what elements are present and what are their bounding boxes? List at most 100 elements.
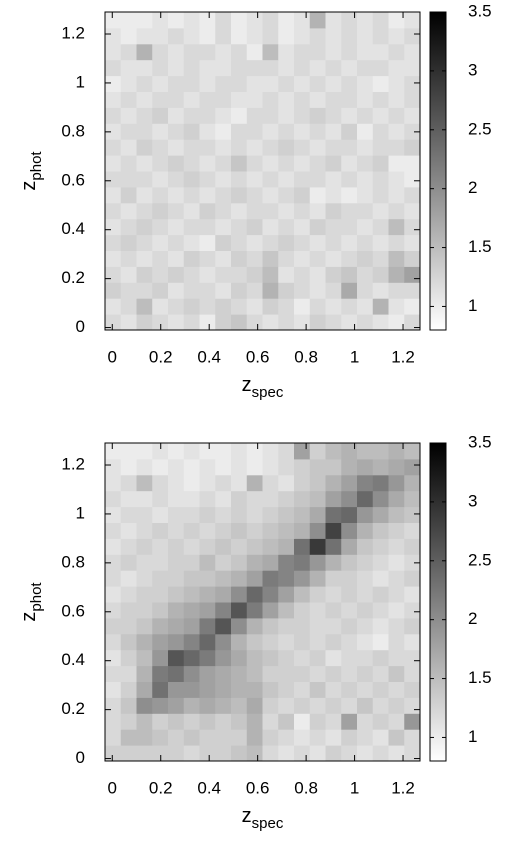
- heatmap-cell: [278, 186, 295, 204]
- heatmap-cell: [246, 266, 263, 283]
- heatmap-cell: [388, 91, 405, 108]
- heatmap-cell: [309, 218, 326, 236]
- heatmap-cell: [388, 155, 405, 172]
- heatmap-cell: [294, 443, 311, 460]
- heatmap-cell: [262, 123, 279, 140]
- heatmap-cell: [357, 522, 374, 539]
- heatmap-cell: [231, 75, 248, 92]
- heatmap-cell: [325, 282, 342, 299]
- heatmap-cell: [215, 586, 232, 603]
- heatmap-cell: [120, 107, 137, 124]
- heatmap-cell: [262, 697, 279, 714]
- y-axis-label-main: z: [18, 181, 40, 191]
- heatmap-cell: [278, 602, 295, 619]
- heatmap-cell: [168, 250, 185, 267]
- heatmap-cell: [215, 171, 232, 188]
- heatmap-cell: [183, 602, 200, 619]
- heatmap-cell: [388, 649, 405, 667]
- heatmap-cell: [136, 234, 153, 251]
- heatmap-cell: [341, 186, 358, 204]
- heatmap-cell: [168, 75, 185, 92]
- colorbar-tick-label: 2.5: [468, 119, 492, 138]
- heatmap-cell: [278, 617, 295, 635]
- heatmap-cell: [215, 139, 232, 156]
- heatmap-cell: [105, 538, 122, 555]
- heatmap-cell: [215, 649, 232, 667]
- heatmap-cell: [325, 522, 342, 539]
- heatmap-cell: [262, 538, 279, 555]
- heatmap-cell: [341, 12, 358, 29]
- heatmap-cell: [262, 186, 279, 204]
- heatmap-cell: [357, 474, 374, 492]
- heatmap-cell: [199, 554, 216, 571]
- heatmap-cell: [136, 633, 153, 651]
- heatmap-cell: [199, 123, 216, 140]
- heatmap-cell: [152, 107, 169, 124]
- heatmap-cell: [231, 250, 248, 267]
- heatmap-cell: [325, 139, 342, 156]
- y-tick-label: 0.6: [61, 170, 85, 189]
- heatmap-cell: [120, 12, 137, 29]
- heatmap-cell: [215, 458, 232, 476]
- heatmap-cell: [372, 570, 389, 587]
- heatmap-cell: [278, 681, 295, 698]
- heatmap-cell: [388, 171, 405, 188]
- heatmap-cell: [199, 75, 216, 92]
- heatmap-cell: [278, 745, 295, 762]
- heatmap-cell: [199, 314, 216, 331]
- heatmap-cell: [341, 697, 358, 714]
- heatmap-cell: [168, 745, 185, 762]
- colorbar-tick-label: 1: [468, 727, 477, 746]
- heatmap-cell: [372, 250, 389, 267]
- heatmap-cell: [231, 665, 248, 682]
- x-tick-label: 1: [350, 778, 359, 797]
- heatmap-cell: [105, 266, 122, 283]
- heatmap-cell: [388, 681, 405, 698]
- heatmap-cell: [357, 729, 374, 746]
- heatmap-cell: [183, 729, 200, 746]
- heatmap-cell: [120, 586, 137, 603]
- heatmap-cell: [183, 75, 200, 92]
- heatmap-cell: [404, 12, 421, 29]
- heatmap-cell: [357, 202, 374, 220]
- heatmap-cell: [388, 617, 405, 635]
- heatmap-cell: [278, 155, 295, 172]
- heatmap-cell: [183, 443, 200, 460]
- heatmap-cell: [168, 490, 185, 508]
- heatmap-cell: [404, 649, 421, 667]
- heatmap-cell: [246, 538, 263, 555]
- heatmap-cell: [105, 234, 122, 251]
- x-tick-label: 0.2: [149, 778, 173, 797]
- heatmap-cell: [120, 458, 137, 476]
- heatmap-cell: [199, 602, 216, 619]
- heatmap-cell: [183, 506, 200, 523]
- heatmap-cell: [105, 570, 122, 587]
- heatmap-cell: [105, 602, 122, 619]
- heatmap-cell: [105, 633, 122, 651]
- y-tick-label: 0.4: [61, 219, 85, 238]
- heatmap-cell: [294, 123, 311, 140]
- heatmap-cell: [388, 59, 405, 77]
- heatmap-cell: [357, 186, 374, 204]
- heatmap-cell: [152, 27, 169, 45]
- heatmap-cell: [294, 298, 311, 315]
- heatmap-cell: [262, 155, 279, 172]
- heatmap-cell: [404, 186, 421, 204]
- heatmap-cell: [262, 314, 279, 331]
- colorbar-tick-label: 1: [468, 296, 477, 315]
- heatmap-cell: [294, 75, 311, 92]
- heatmap-cell: [183, 586, 200, 603]
- heatmap-cell: [199, 186, 216, 204]
- heatmap-cell: [325, 314, 342, 331]
- heatmap-cell: [309, 713, 326, 730]
- heatmap-cell: [231, 43, 248, 61]
- heatmap-cell: [120, 266, 137, 283]
- heatmap-cell: [152, 570, 169, 587]
- heatmap-cell: [404, 314, 421, 331]
- heatmap-cell: [168, 570, 185, 587]
- heatmap-cell: [168, 186, 185, 204]
- heatmap-cell: [325, 43, 342, 61]
- heatmap-cell: [136, 43, 153, 61]
- heatmap-cell: [246, 107, 263, 124]
- heatmap-cell: [105, 617, 122, 635]
